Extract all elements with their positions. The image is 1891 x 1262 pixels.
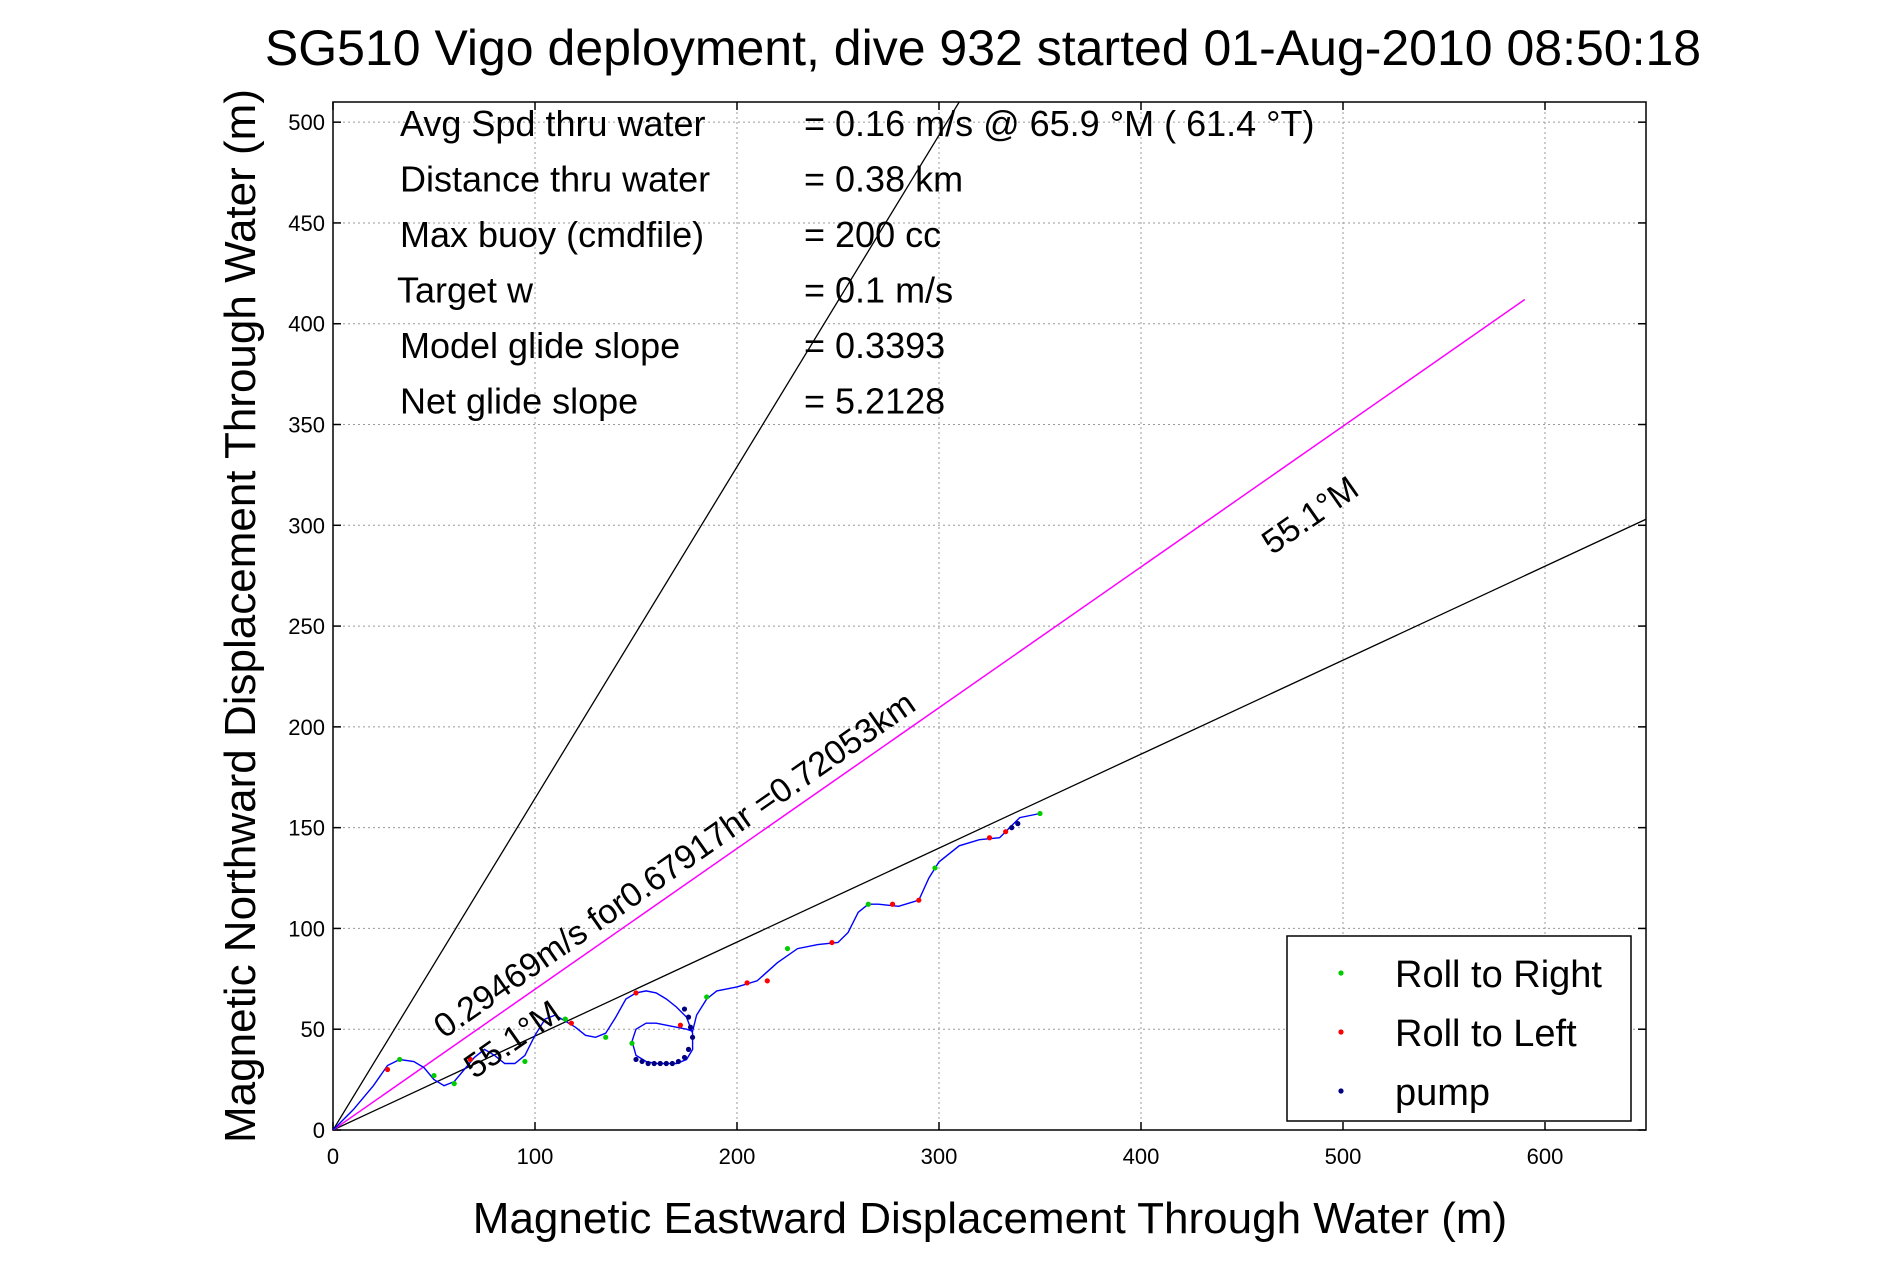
x-tick-label: 100 — [517, 1144, 554, 1169]
pump-point — [657, 1060, 663, 1067]
roll-to-left-point — [677, 1022, 684, 1028]
roll-to-right-point — [784, 945, 791, 952]
info-label: Net glide slope — [400, 381, 638, 422]
info-value: = 0.38 km — [804, 159, 963, 200]
roll-to-left-point — [889, 901, 896, 907]
pump-point — [645, 1060, 651, 1067]
reference-line-upper — [333, 102, 960, 1130]
y-tick-label: 0 — [313, 1118, 325, 1143]
roll-to-left-point — [744, 980, 750, 986]
pump-point — [681, 1054, 688, 1061]
y-tick-label: 500 — [288, 110, 325, 135]
roll-to-left-point — [467, 1056, 473, 1063]
pump-point — [669, 1060, 675, 1067]
glide-line — [333, 298, 1526, 1130]
pump-point — [651, 1060, 657, 1067]
legend-marker-pump — [1338, 1088, 1344, 1094]
info-value: = 0.1 m/s — [804, 270, 953, 311]
reference-lines — [333, 102, 1646, 1130]
roll-to-left-point — [633, 990, 639, 996]
roll-to-right-point — [562, 1016, 568, 1022]
roll-to-left-point — [384, 1066, 391, 1073]
y-tick-label: 300 — [288, 513, 325, 538]
info-block: Avg Spd thru water = 0.16 m/s @ 65.9 °M (… — [397, 103, 1315, 422]
pump-point — [689, 1034, 696, 1040]
x-tick-label: 300 — [921, 1144, 958, 1169]
roll-to-right-point — [1037, 810, 1043, 817]
track-line — [333, 812, 1041, 1130]
roll-to-right-point — [704, 994, 710, 1000]
legend-box — [1286, 935, 1632, 1122]
reference-line-lower — [333, 518, 1646, 1130]
y-tick-label: 250 — [288, 614, 325, 639]
info-value: = 5.2128 — [804, 381, 945, 422]
legend-marker-roll-to-left — [1338, 1029, 1344, 1035]
y-tick-labels: 0 50 100 150 200 250 300 350 400 450 500 — [288, 110, 325, 1143]
roll-to-left-point — [986, 835, 993, 841]
axis-ticks — [332, 102, 1646, 1131]
x-tick-label: 400 — [1123, 1144, 1160, 1169]
roll-to-right-point — [431, 1072, 437, 1079]
info-value: = 0.3393 — [804, 325, 945, 366]
info-value: = 200 cc — [804, 214, 941, 255]
roll-to-right-point — [932, 865, 938, 871]
chart-title: SG510 Vigo deployment, dive 932 started … — [265, 20, 1701, 76]
roll-to-left-point — [764, 978, 770, 984]
pump-point — [1015, 821, 1021, 827]
roll-to-left-point — [916, 897, 922, 903]
y-tick-label: 400 — [288, 312, 325, 337]
roll-to-left-point — [568, 1020, 574, 1026]
y-tick-label: 50 — [301, 1017, 325, 1042]
pump-point — [663, 1060, 669, 1067]
roll-to-right-point — [603, 1034, 609, 1040]
legend-marker-roll-to-right — [1338, 970, 1344, 976]
y-tick-label: 350 — [288, 413, 325, 438]
x-axis-label: Magnetic Eastward Displacement Through W… — [473, 1194, 1507, 1243]
roll-to-right-point — [397, 1056, 403, 1063]
x-tick-label: 500 — [1325, 1144, 1362, 1169]
info-value: = 0.16 m/s @ 65.9 °M ( 61.4 °T) — [804, 103, 1315, 144]
pump-point — [675, 1058, 682, 1065]
info-label: Target w — [397, 270, 534, 311]
x-tick-label: 0 — [327, 1144, 339, 1169]
pump-point — [1009, 825, 1015, 831]
pump-point — [685, 1014, 692, 1020]
pump-point — [633, 1056, 639, 1063]
roll-to-right-point — [451, 1081, 457, 1087]
x-tick-label: 200 — [719, 1144, 756, 1169]
y-tick-label: 150 — [288, 816, 325, 841]
pump-point — [687, 1024, 694, 1030]
legend-label-roll-to-right: Roll to Right — [1395, 954, 1602, 996]
legend-label-roll-to-left: Roll to Left — [1395, 1013, 1577, 1055]
pump-point — [685, 1046, 692, 1052]
roll-to-left-point — [1003, 829, 1009, 835]
pump-point — [639, 1058, 645, 1065]
roll-to-left-point — [829, 939, 835, 946]
y-tick-label: 200 — [288, 715, 325, 740]
legend-label-pump: pump — [1395, 1072, 1490, 1114]
track-group — [333, 812, 1041, 1130]
info-label: Distance thru water — [400, 159, 710, 200]
roll-to-right-point — [629, 1040, 635, 1046]
y-tick-label: 450 — [288, 211, 325, 236]
grid — [333, 102, 1646, 1130]
y-tick-label: 100 — [288, 916, 325, 941]
markers — [384, 810, 1043, 1087]
roll-to-right-point — [522, 1058, 528, 1065]
roll-to-right-point — [865, 901, 871, 907]
info-label: Avg Spd thru water — [400, 103, 706, 144]
info-label: Max buoy (cmdfile) — [400, 214, 704, 255]
glide-line-path — [333, 298, 1526, 1130]
x-tick-labels: 0 100 200 300 400 500 600 — [327, 1144, 1563, 1169]
pump-point — [681, 1006, 688, 1012]
y-axis-label: Magnetic Northward Displacement Through … — [216, 89, 265, 1143]
legend: Roll to Right Roll to Left pump — [1286, 935, 1632, 1122]
x-tick-label: 600 — [1527, 1144, 1564, 1169]
info-label: Model glide slope — [400, 325, 680, 366]
